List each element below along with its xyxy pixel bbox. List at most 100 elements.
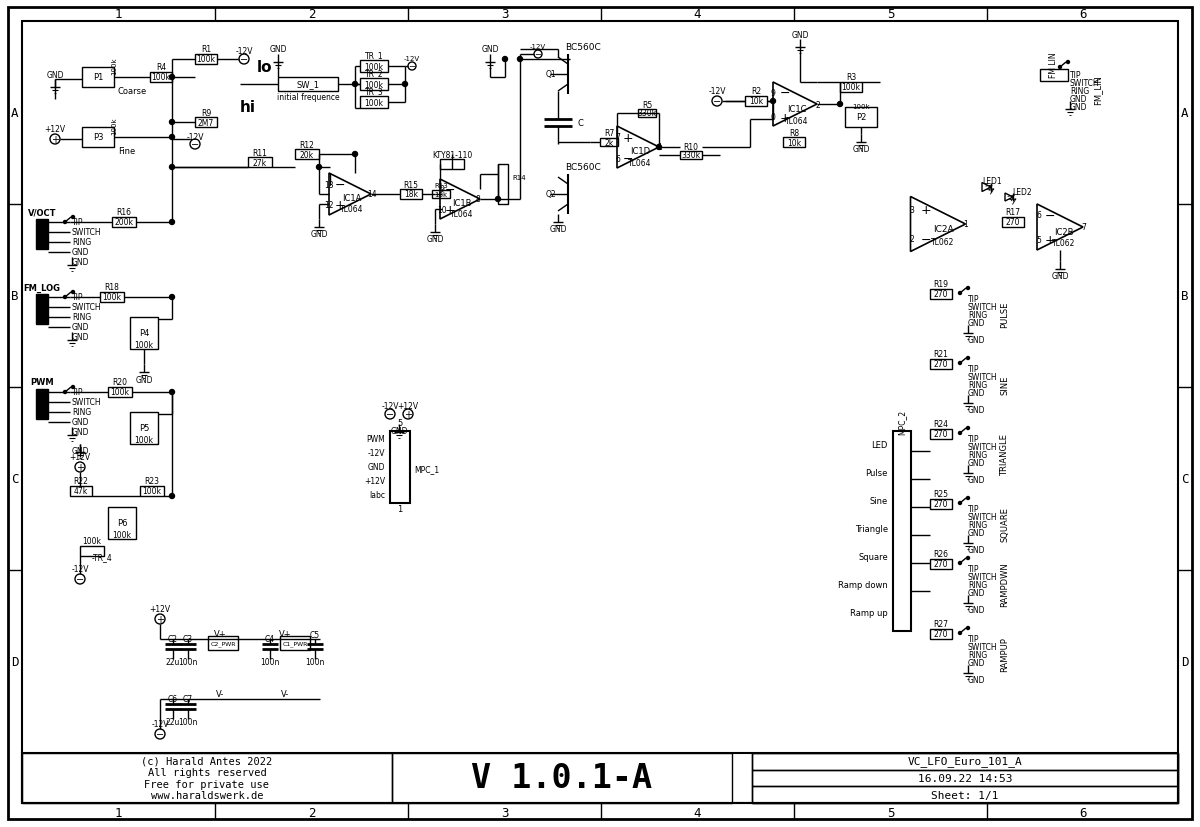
Text: 9: 9 xyxy=(439,185,444,194)
Text: Ramp up: Ramp up xyxy=(851,609,888,618)
Text: PULSE: PULSE xyxy=(1001,302,1009,327)
Text: LED1: LED1 xyxy=(982,176,1002,185)
Text: GND: GND xyxy=(968,389,985,398)
Text: Sheet: 1/1: Sheet: 1/1 xyxy=(931,790,998,800)
Text: 5: 5 xyxy=(887,8,894,22)
Text: Pulse: Pulse xyxy=(865,469,888,478)
Bar xyxy=(108,388,132,398)
Text: R7: R7 xyxy=(604,129,614,138)
Text: IC2A: IC2A xyxy=(932,225,953,234)
Text: 100k: 100k xyxy=(112,57,118,74)
Text: 270: 270 xyxy=(934,560,948,569)
Text: 2: 2 xyxy=(307,806,316,820)
Text: Ramp down: Ramp down xyxy=(839,581,888,590)
Text: 3: 3 xyxy=(910,206,914,215)
Text: R16: R16 xyxy=(116,208,132,218)
Text: RING: RING xyxy=(968,581,988,590)
Text: TIP: TIP xyxy=(72,218,84,227)
Circle shape xyxy=(1067,61,1069,65)
Circle shape xyxy=(959,362,961,365)
Text: GND: GND xyxy=(1070,103,1087,112)
Text: GND: GND xyxy=(367,463,385,472)
Circle shape xyxy=(402,83,408,88)
Circle shape xyxy=(959,562,961,565)
Bar xyxy=(150,73,172,83)
Text: 10k: 10k xyxy=(787,138,802,147)
Text: R10: R10 xyxy=(684,142,698,151)
Bar xyxy=(893,432,911,631)
Text: +12V: +12V xyxy=(44,126,66,134)
Text: 22u: 22u xyxy=(166,657,180,667)
Bar xyxy=(1040,70,1068,82)
Bar xyxy=(82,128,114,148)
Text: Fine: Fine xyxy=(118,147,136,156)
Text: C6: C6 xyxy=(168,695,178,704)
Bar xyxy=(194,118,217,128)
Text: GND: GND xyxy=(968,589,985,598)
Text: R2: R2 xyxy=(751,88,761,97)
Circle shape xyxy=(966,357,970,360)
Text: initial frequence: initial frequence xyxy=(277,93,340,102)
Text: SWITCH: SWITCH xyxy=(968,443,997,452)
Circle shape xyxy=(64,296,66,299)
Text: 2: 2 xyxy=(910,235,914,244)
Text: RING: RING xyxy=(968,451,988,460)
Text: +: + xyxy=(920,204,931,218)
Text: 270: 270 xyxy=(934,430,948,439)
Text: GND: GND xyxy=(72,418,90,427)
Text: 22u: 22u xyxy=(166,718,180,727)
Text: SW_1: SW_1 xyxy=(296,80,319,89)
Text: GND: GND xyxy=(968,406,985,415)
Text: 270: 270 xyxy=(1006,218,1020,227)
Text: GND: GND xyxy=(72,428,90,437)
Text: R9: R9 xyxy=(200,108,211,117)
Bar xyxy=(752,753,1178,803)
Bar xyxy=(930,559,952,569)
Text: TIP: TIP xyxy=(968,505,979,514)
Text: 100n: 100n xyxy=(260,657,280,667)
Bar xyxy=(22,753,392,803)
Bar xyxy=(36,294,48,325)
Bar xyxy=(108,508,136,539)
Text: -12V: -12V xyxy=(71,565,89,574)
Text: SQUARE: SQUARE xyxy=(1001,507,1009,542)
Text: GND: GND xyxy=(550,225,566,234)
Text: 100k: 100k xyxy=(365,64,384,73)
Text: D: D xyxy=(1181,655,1189,668)
Text: TIP: TIP xyxy=(968,565,979,574)
Text: GND: GND xyxy=(968,676,985,685)
Text: GND: GND xyxy=(968,546,985,555)
Text: -12V: -12V xyxy=(186,132,204,141)
Text: −: − xyxy=(335,179,346,191)
Text: P3: P3 xyxy=(92,133,103,142)
Text: 5: 5 xyxy=(1037,237,1042,245)
Text: 27k: 27k xyxy=(253,158,268,167)
Text: +: + xyxy=(335,199,346,213)
Text: +: + xyxy=(780,112,791,124)
Text: LED2: LED2 xyxy=(1012,189,1032,198)
Text: TIP: TIP xyxy=(968,365,979,374)
Text: R19: R19 xyxy=(934,280,948,289)
Text: TL064: TL064 xyxy=(341,205,364,214)
Text: GND: GND xyxy=(1070,94,1087,103)
Bar xyxy=(745,97,767,107)
Text: -12V: -12V xyxy=(404,56,420,62)
Text: -12V: -12V xyxy=(530,44,546,50)
Text: PWM: PWM xyxy=(30,378,54,387)
Circle shape xyxy=(966,557,970,560)
Text: 100n: 100n xyxy=(179,718,198,727)
Bar xyxy=(392,753,732,803)
Text: 100k: 100k xyxy=(365,81,384,90)
Text: TIP: TIP xyxy=(968,635,979,643)
Text: V/OCT: V/OCT xyxy=(28,208,56,218)
Bar xyxy=(360,61,388,73)
Text: TIP: TIP xyxy=(72,388,84,397)
Text: GND: GND xyxy=(852,146,870,155)
Text: TIP: TIP xyxy=(968,295,979,304)
Text: C2: C2 xyxy=(168,635,178,643)
Text: GND: GND xyxy=(136,376,152,385)
Bar xyxy=(100,293,124,303)
Bar xyxy=(845,108,877,128)
Text: R3: R3 xyxy=(846,74,856,83)
Text: R11: R11 xyxy=(252,148,268,157)
